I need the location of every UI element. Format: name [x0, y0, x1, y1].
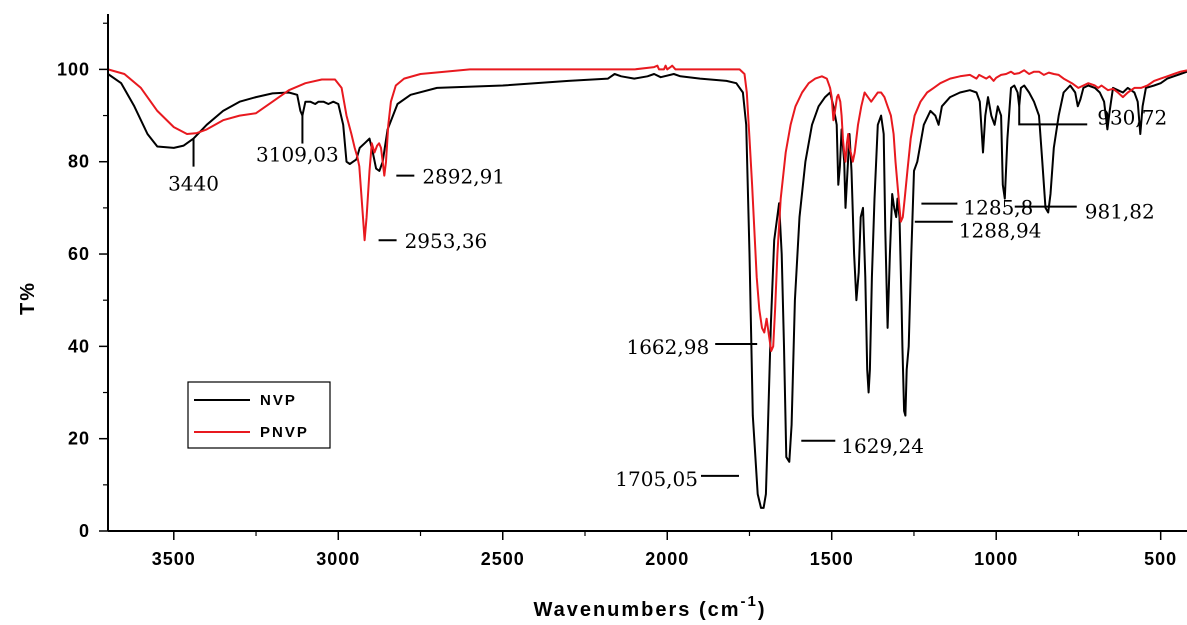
x-tick-label: 1500: [810, 549, 854, 569]
series-line-nvp: [107, 70, 1187, 509]
x-tick-label: 1000: [974, 549, 1018, 569]
series-layer: [107, 64, 1187, 509]
x-tick-label: 500: [1144, 549, 1177, 569]
axes: [107, 14, 1187, 532]
series-line-pnvp: [107, 64, 1187, 352]
x-tick-label: 2500: [481, 549, 525, 569]
y-tick-label: 80: [68, 152, 90, 172]
x-tick-label: 2000: [645, 549, 689, 569]
x-tick-label: 3500: [152, 549, 196, 569]
x-axis-title: Wavenumbers (cm-1): [533, 593, 766, 621]
x-axis-title-main: Wavenumbers (cm: [533, 599, 740, 621]
annotation-2892-91-label: 2892,91: [422, 165, 505, 189]
annotation-3440-label: 3440: [168, 172, 219, 196]
annotations: 3440 3109,03 2892,91 2953,36 1662,98 1705,05 1…: [168, 105, 1167, 491]
x-tick-label: 3000: [316, 549, 360, 569]
legend-box: [187, 381, 331, 449]
annotation-1288-94-label: 1288,94: [959, 219, 1042, 243]
ticks: 3500 3000 2500 2000 1500 1000 500 0 20 40 60 80 100: [57, 22, 1177, 569]
annotation-3109-03-label: 3109,03: [256, 143, 339, 167]
legend-label-pnvp: PNVP: [260, 424, 309, 441]
y-tick-label: 0: [79, 521, 90, 541]
y-tick-label: 40: [68, 336, 90, 356]
annotation-2953-36-label: 2953,36: [405, 229, 488, 253]
x-axis-title-suffix: ): [758, 599, 767, 621]
annotation-981-82-label: 981,82: [1085, 200, 1155, 224]
annotation-1662-98-label: 1662,98: [626, 335, 709, 359]
annotation-930-72-leader: [1018, 106, 1088, 126]
annotation-930-72-label: 930,72: [1097, 105, 1167, 129]
annotation-1705-05-label: 1705,05: [615, 467, 698, 491]
annotation-1629-24-label: 1629,24: [841, 434, 924, 458]
y-tick-label: 20: [68, 429, 90, 449]
legend: NVP PNVP: [187, 381, 331, 449]
legend-label-nvp: NVP: [260, 392, 297, 409]
x-axis-title-superscript: -1: [741, 593, 758, 610]
y-axis-title: T%: [17, 281, 39, 315]
y-tick-label: 60: [68, 244, 90, 264]
y-tick-label: 100: [57, 59, 90, 79]
